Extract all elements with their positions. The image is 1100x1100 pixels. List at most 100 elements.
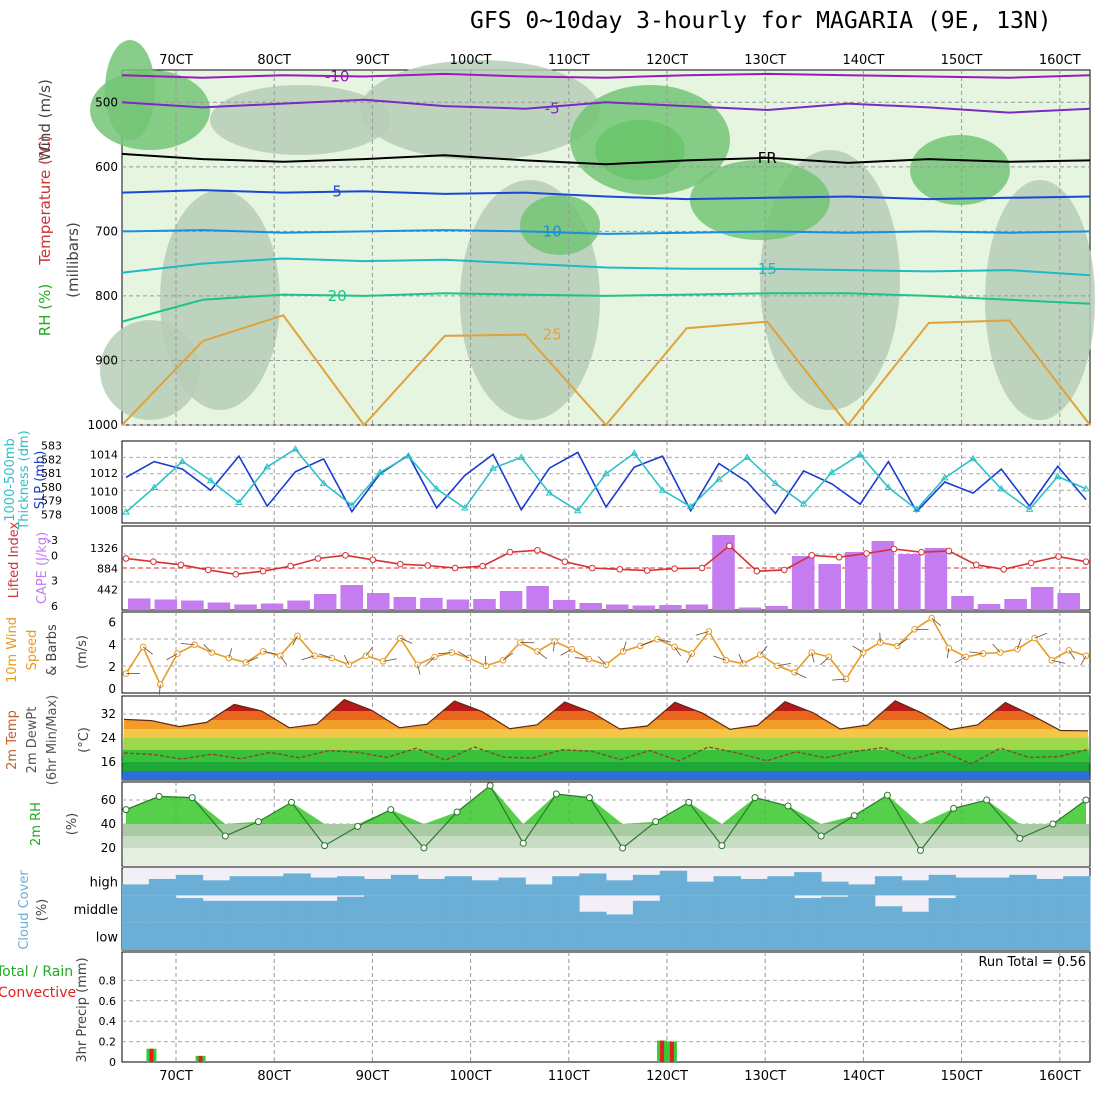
wind-barb [180, 642, 195, 646]
thickness-line-point [150, 483, 159, 490]
wind-barb [1051, 659, 1066, 664]
cloud-bar [955, 895, 983, 923]
y-axis-label: Total / Rain [0, 964, 73, 980]
cloud-bar [498, 922, 526, 950]
wind-barb [417, 664, 421, 675]
thickness-line-point [347, 501, 356, 508]
li-line-point [698, 564, 706, 572]
rh-point [751, 794, 759, 802]
li-line-point [1000, 565, 1008, 573]
wind-barb [203, 644, 212, 653]
wind-barb [657, 638, 671, 643]
y-axis-label: (6hr Min/Max) [45, 695, 60, 785]
isotherm-line [121, 98, 1091, 114]
li-line-point [808, 552, 816, 559]
wind-barb [969, 651, 984, 655]
isotherm-label: 20 [328, 287, 347, 305]
y-tick-label-left: 579 [41, 495, 62, 508]
cloud-bar [1036, 895, 1064, 923]
cloud-bar [1009, 895, 1037, 923]
cloud-bar [122, 922, 150, 950]
rh-point [817, 832, 825, 840]
wind-barb [343, 655, 350, 665]
cloud-bar [417, 895, 446, 923]
wind-barb [537, 651, 548, 660]
thickness-line-point [799, 499, 808, 507]
wind-speed-line-point [311, 652, 318, 660]
cloud-bar [794, 872, 822, 896]
y-tick-label-right: 1012 [90, 467, 118, 480]
cloud-bar [901, 922, 930, 950]
cloud-bar [740, 878, 768, 896]
y-axis-label: Thickness (dm) [17, 430, 32, 530]
isotherm-label: 15 [758, 260, 777, 278]
y-tick-label-left: 581 [41, 467, 62, 480]
cloud-bar [229, 900, 257, 923]
y-axis-label: 3hr Precip (mm) [75, 957, 90, 1062]
y-tick-label: 20 [101, 841, 116, 855]
cloud-bar [606, 914, 634, 923]
thickness-line-point [602, 469, 610, 477]
li-line-point [1082, 558, 1090, 565]
thickness-line-point [235, 498, 243, 506]
x-tick-label-top: 120CT [646, 53, 688, 68]
labels-layer: 70CT 70CT 80CT 80CT 90CT 90CT 100CT 100CT 110CT 1… [0, 53, 1086, 1084]
cloud-bar [175, 898, 204, 923]
thickness-line-point [630, 449, 639, 456]
rh-point [321, 842, 329, 850]
y-tick-label: 6 [108, 616, 116, 630]
thickness-line-point [827, 468, 836, 475]
rh-point [254, 818, 262, 826]
cape-bar [420, 598, 443, 610]
cape-bar [1030, 587, 1054, 610]
cape-bar [234, 604, 257, 610]
precip-convective-bar [669, 1041, 674, 1062]
isotherm-line [121, 257, 1091, 277]
wind-barb [1068, 650, 1076, 660]
rh-area [126, 785, 1086, 824]
cape-bar [738, 607, 762, 610]
cloud-level-label: low [96, 930, 119, 945]
thickness-line-point [319, 479, 328, 486]
cloud-bar [471, 895, 499, 923]
temp-band [122, 729, 1090, 738]
y-tick-label-right: 1010 [90, 485, 118, 498]
thickness-line-point [884, 483, 893, 490]
x-tick-label-top: 110CT [548, 53, 590, 68]
cloud-bar [525, 884, 553, 896]
thickness-line-point [715, 475, 723, 482]
li-line [125, 544, 1087, 576]
y-tick-label: 500 [95, 95, 118, 109]
li-line-point [204, 566, 212, 574]
cloud-bar [256, 922, 284, 950]
isotherm-line [121, 292, 1091, 323]
thickness-line-point [771, 479, 780, 486]
cape-bar [154, 599, 178, 610]
cloud-bar [444, 876, 473, 896]
y-axis-label: CAPE (J/kg) [35, 532, 50, 604]
rh-point [453, 808, 461, 816]
thickness-line-point [404, 451, 413, 459]
cloud-bar [229, 922, 257, 950]
rh-point [652, 818, 660, 826]
y-axis-label: SLP (mb) [33, 451, 48, 510]
cloud-bar [256, 876, 284, 896]
thickness-line [125, 448, 1087, 513]
x-tick-label-top: 140CT [842, 53, 884, 68]
cape-bar [632, 605, 656, 610]
x-tick-label-bottom: 110CT [548, 1069, 590, 1084]
y-tick-label-left: 578 [41, 508, 62, 521]
cloud-bar [821, 881, 849, 896]
cloud-bar [982, 895, 1010, 923]
rh-point [619, 844, 627, 852]
cloud-bar [955, 922, 983, 950]
cloud-bar [606, 880, 634, 896]
y-axis-label: 2m DewPt [25, 707, 40, 774]
rh-point [552, 790, 560, 798]
thickness-line-point [686, 502, 695, 510]
y-axis-label: 2m Temp [5, 710, 20, 770]
cape-bar [606, 604, 629, 610]
rh-point [288, 798, 296, 806]
cloud-bar [874, 922, 903, 950]
